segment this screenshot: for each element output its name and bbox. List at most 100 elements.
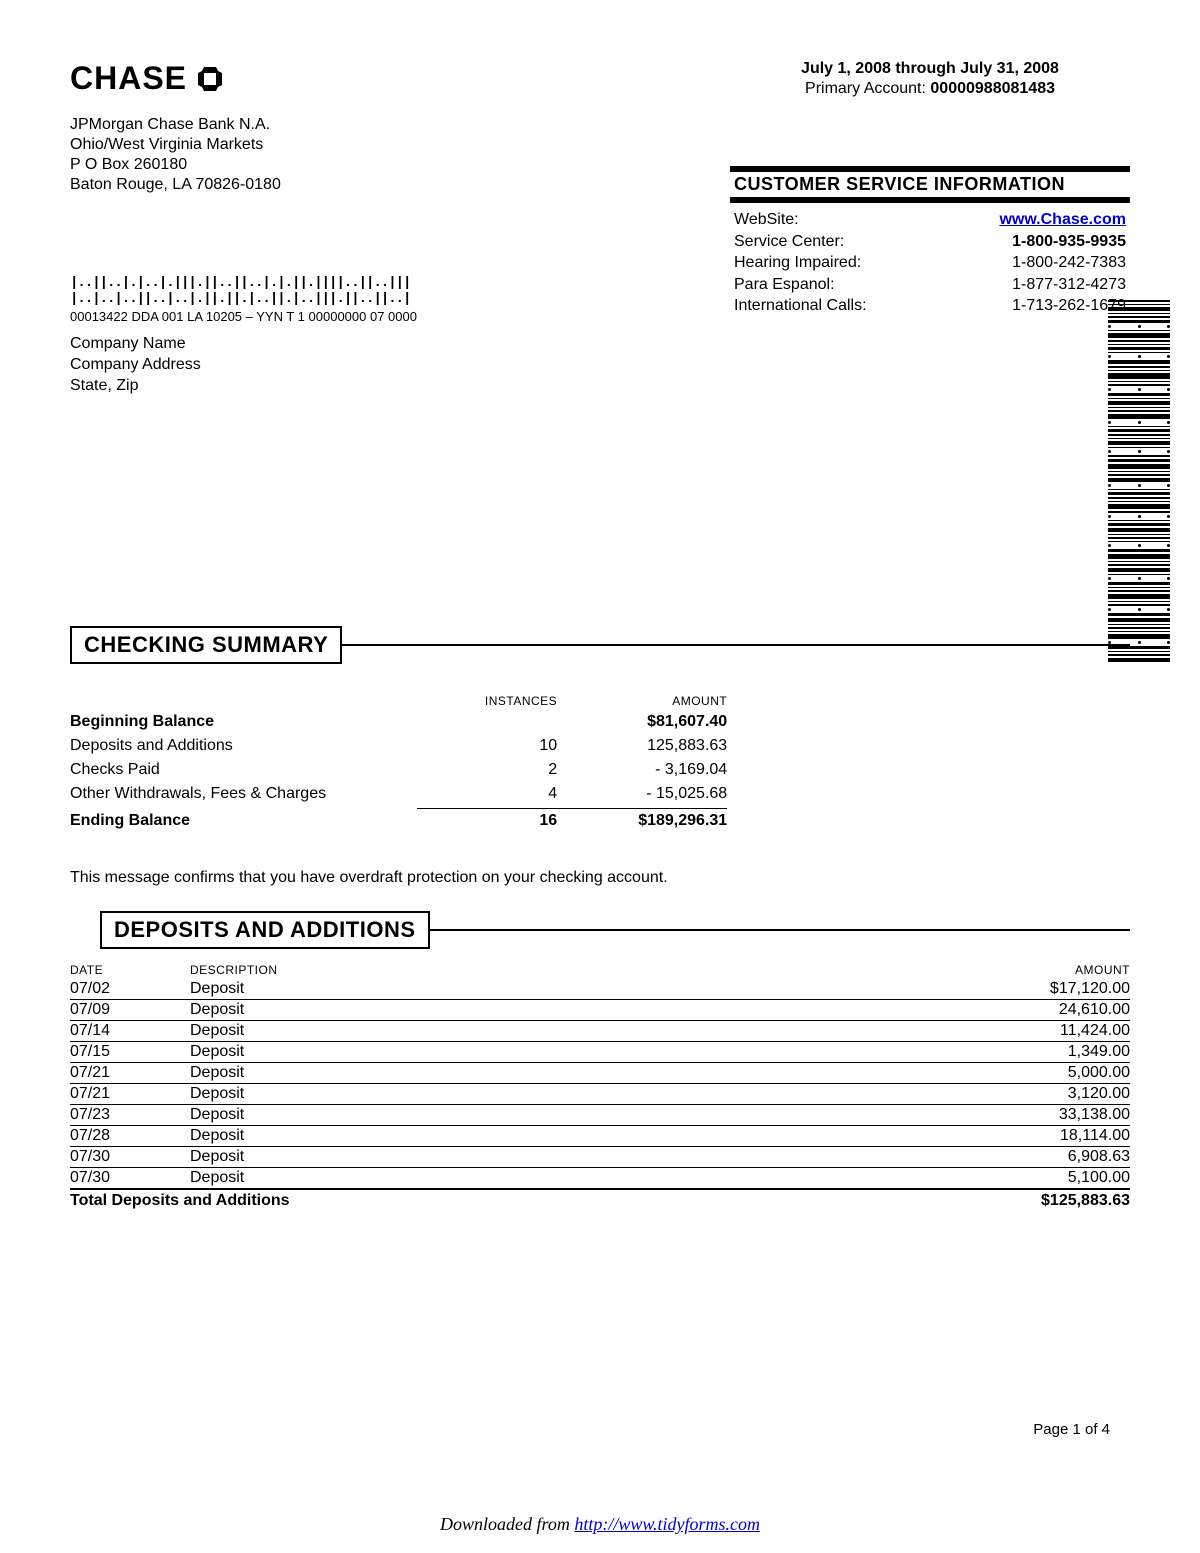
customer-service-title: CUSTOMER SERVICE INFORMATION (730, 166, 1130, 203)
mail-routing-code: 00013422 DDA 001 LA 10205 – YYN T 1 0000… (70, 309, 730, 324)
chase-logo: CHASE (70, 60, 730, 97)
footer-prefix: Downloaded from (440, 1514, 574, 1534)
summary-col-amount: AMOUNT (557, 692, 727, 710)
deposit-date: 07/14 (70, 1022, 190, 1040)
deposit-date: 07/30 (70, 1148, 190, 1166)
vertical-barcode (1108, 300, 1170, 610)
deposit-row: 07/09Deposit24,610.00 (70, 1000, 1130, 1021)
statement-header: July 1, 2008 through July 31, 2008 Prima… (730, 60, 1130, 98)
recipient-name: Company Name (70, 334, 730, 355)
deposits-header: DEPOSITS AND ADDITIONS (70, 911, 1130, 949)
recipient-region: State, Zip (70, 376, 730, 397)
deposit-desc: Deposit (190, 980, 970, 998)
summary-amount: $189,296.31 (557, 809, 727, 833)
summary-instances: 4 (417, 782, 557, 809)
deposits-col-amount: AMOUNT (970, 963, 1130, 977)
summary-row: Other Withdrawals, Fees & Charges4- 15,0… (70, 782, 727, 809)
deposit-row: 07/30Deposit5,100.00 (70, 1168, 1130, 1189)
overdraft-message: This message confirms that you have over… (70, 869, 1130, 887)
summary-label: Beginning Balance (70, 710, 417, 734)
deposit-amount: 11,424.00 (970, 1022, 1130, 1040)
summary-instances (417, 710, 557, 734)
bank-market: Ohio/West Virginia Markets (70, 135, 730, 155)
summary-instances: 2 (417, 758, 557, 782)
deposit-desc: Deposit (190, 1148, 970, 1166)
deposit-amount: 33,138.00 (970, 1106, 1130, 1124)
statement-period: July 1, 2008 through July 31, 2008 (730, 60, 1130, 78)
bank-address: JPMorgan Chase Bank N.A. Ohio/West Virgi… (70, 115, 730, 195)
summary-row: Beginning Balance $81,607.40 (70, 710, 727, 734)
summary-row: Ending Balance16$189,296.31 (70, 809, 727, 833)
deposits-total-label: Total Deposits and Additions (70, 1192, 970, 1210)
deposit-row: 07/21Deposit3,120.00 (70, 1084, 1130, 1105)
logo-text: CHASE (70, 60, 187, 97)
deposit-date: 07/09 (70, 1001, 190, 1019)
summary-col-instances: INSTANCES (417, 692, 557, 710)
deposits-col-desc: DESCRIPTION (190, 963, 970, 977)
summary-instances: 10 (417, 734, 557, 758)
deposit-desc: Deposit (190, 1085, 970, 1103)
footer-link[interactable]: http://www.tidyforms.com (574, 1514, 760, 1534)
summary-amount: 125,883.63 (557, 734, 727, 758)
deposit-amount: 18,114.00 (970, 1127, 1130, 1145)
deposits-title: DEPOSITS AND ADDITIONS (100, 911, 430, 949)
deposit-row: 07/28Deposit18,114.00 (70, 1126, 1130, 1147)
summary-amount: - 3,169.04 (557, 758, 727, 782)
summary-label: Other Withdrawals, Fees & Charges (70, 782, 417, 809)
postnet-barcode: |..||..|.|..|.|||.||..||..|.|.||.||||..|… (70, 275, 730, 307)
deposit-amount: 3,120.00 (970, 1085, 1130, 1103)
deposit-amount: 24,610.00 (970, 1001, 1130, 1019)
deposit-date: 07/23 (70, 1106, 190, 1124)
deposit-date: 07/21 (70, 1064, 190, 1082)
customer-service-box: CUSTOMER SERVICE INFORMATION WebSite:www… (730, 166, 1130, 317)
deposit-date: 07/15 (70, 1043, 190, 1061)
download-footer: Downloaded from http://www.tidyforms.com (0, 1514, 1200, 1535)
deposit-amount: 1,349.00 (970, 1043, 1130, 1061)
section-rule (342, 644, 1130, 646)
csi-value: 1-877-312-4273 (1012, 274, 1126, 296)
deposit-date: 07/02 (70, 980, 190, 998)
deposit-row: 07/15Deposit1,349.00 (70, 1042, 1130, 1063)
account-label: Primary Account: (805, 80, 926, 97)
deposit-row: 07/30Deposit6,908.63 (70, 1147, 1130, 1168)
deposit-amount: 6,908.63 (970, 1148, 1130, 1166)
page-number: Page 1 of 4 (1033, 1421, 1110, 1438)
section-rule (430, 929, 1130, 931)
customer-service-row: WebSite:www.Chase.com (730, 209, 1130, 231)
deposit-row: 07/14Deposit11,424.00 (70, 1021, 1130, 1042)
summary-row: Deposits and Additions10125,883.63 (70, 734, 727, 758)
summary-amount: $81,607.40 (557, 710, 727, 734)
summary-amount: - 15,025.68 (557, 782, 727, 809)
deposit-row: 07/02Deposit$17,120.00 (70, 979, 1130, 1000)
deposit-desc: Deposit (190, 1064, 970, 1082)
recipient-address: Company Address (70, 355, 730, 376)
bank-pobox: P O Box 260180 (70, 155, 730, 175)
summary-label: Deposits and Additions (70, 734, 417, 758)
mailing-block: |..||..|.|..|.|||.||..||..|.|.||.||||..|… (70, 275, 730, 396)
deposit-desc: Deposit (190, 1169, 970, 1187)
customer-service-row: International Calls:1-713-262-1679 (730, 295, 1130, 317)
deposit-desc: Deposit (190, 1127, 970, 1145)
customer-service-row: Para Espanol: 1-877-312-4273 (730, 274, 1130, 296)
deposit-desc: Deposit (190, 1043, 970, 1061)
deposits-total-amount: $125,883.63 (970, 1192, 1130, 1210)
bank-name: JPMorgan Chase Bank N.A. (70, 115, 730, 135)
summary-label: Checks Paid (70, 758, 417, 782)
checking-summary-header: CHECKING SUMMARY (70, 626, 1130, 664)
deposit-amount: $17,120.00 (970, 980, 1130, 998)
deposits-table: DATE DESCRIPTION AMOUNT 07/02Deposit$17,… (70, 963, 1130, 1210)
bank-city: Baton Rouge, LA 70826-0180 (70, 175, 730, 195)
deposit-row: 07/21Deposit5,000.00 (70, 1063, 1130, 1084)
deposits-col-date: DATE (70, 963, 190, 977)
csi-label: Para Espanol: (734, 274, 835, 296)
csi-label: International Calls: (734, 295, 867, 317)
checking-summary-table: INSTANCES AMOUNT Beginning Balance $81,60… (70, 692, 727, 833)
csi-website-link[interactable]: www.Chase.com (999, 209, 1126, 231)
customer-service-row: Service Center:1-800-935-9935 (730, 231, 1130, 253)
deposit-row: 07/23Deposit33,138.00 (70, 1105, 1130, 1126)
deposit-desc: Deposit (190, 1106, 970, 1124)
deposit-amount: 5,000.00 (970, 1064, 1130, 1082)
csi-label: Service Center: (734, 231, 844, 253)
deposit-date: 07/30 (70, 1169, 190, 1187)
chase-logo-icon (195, 64, 225, 94)
